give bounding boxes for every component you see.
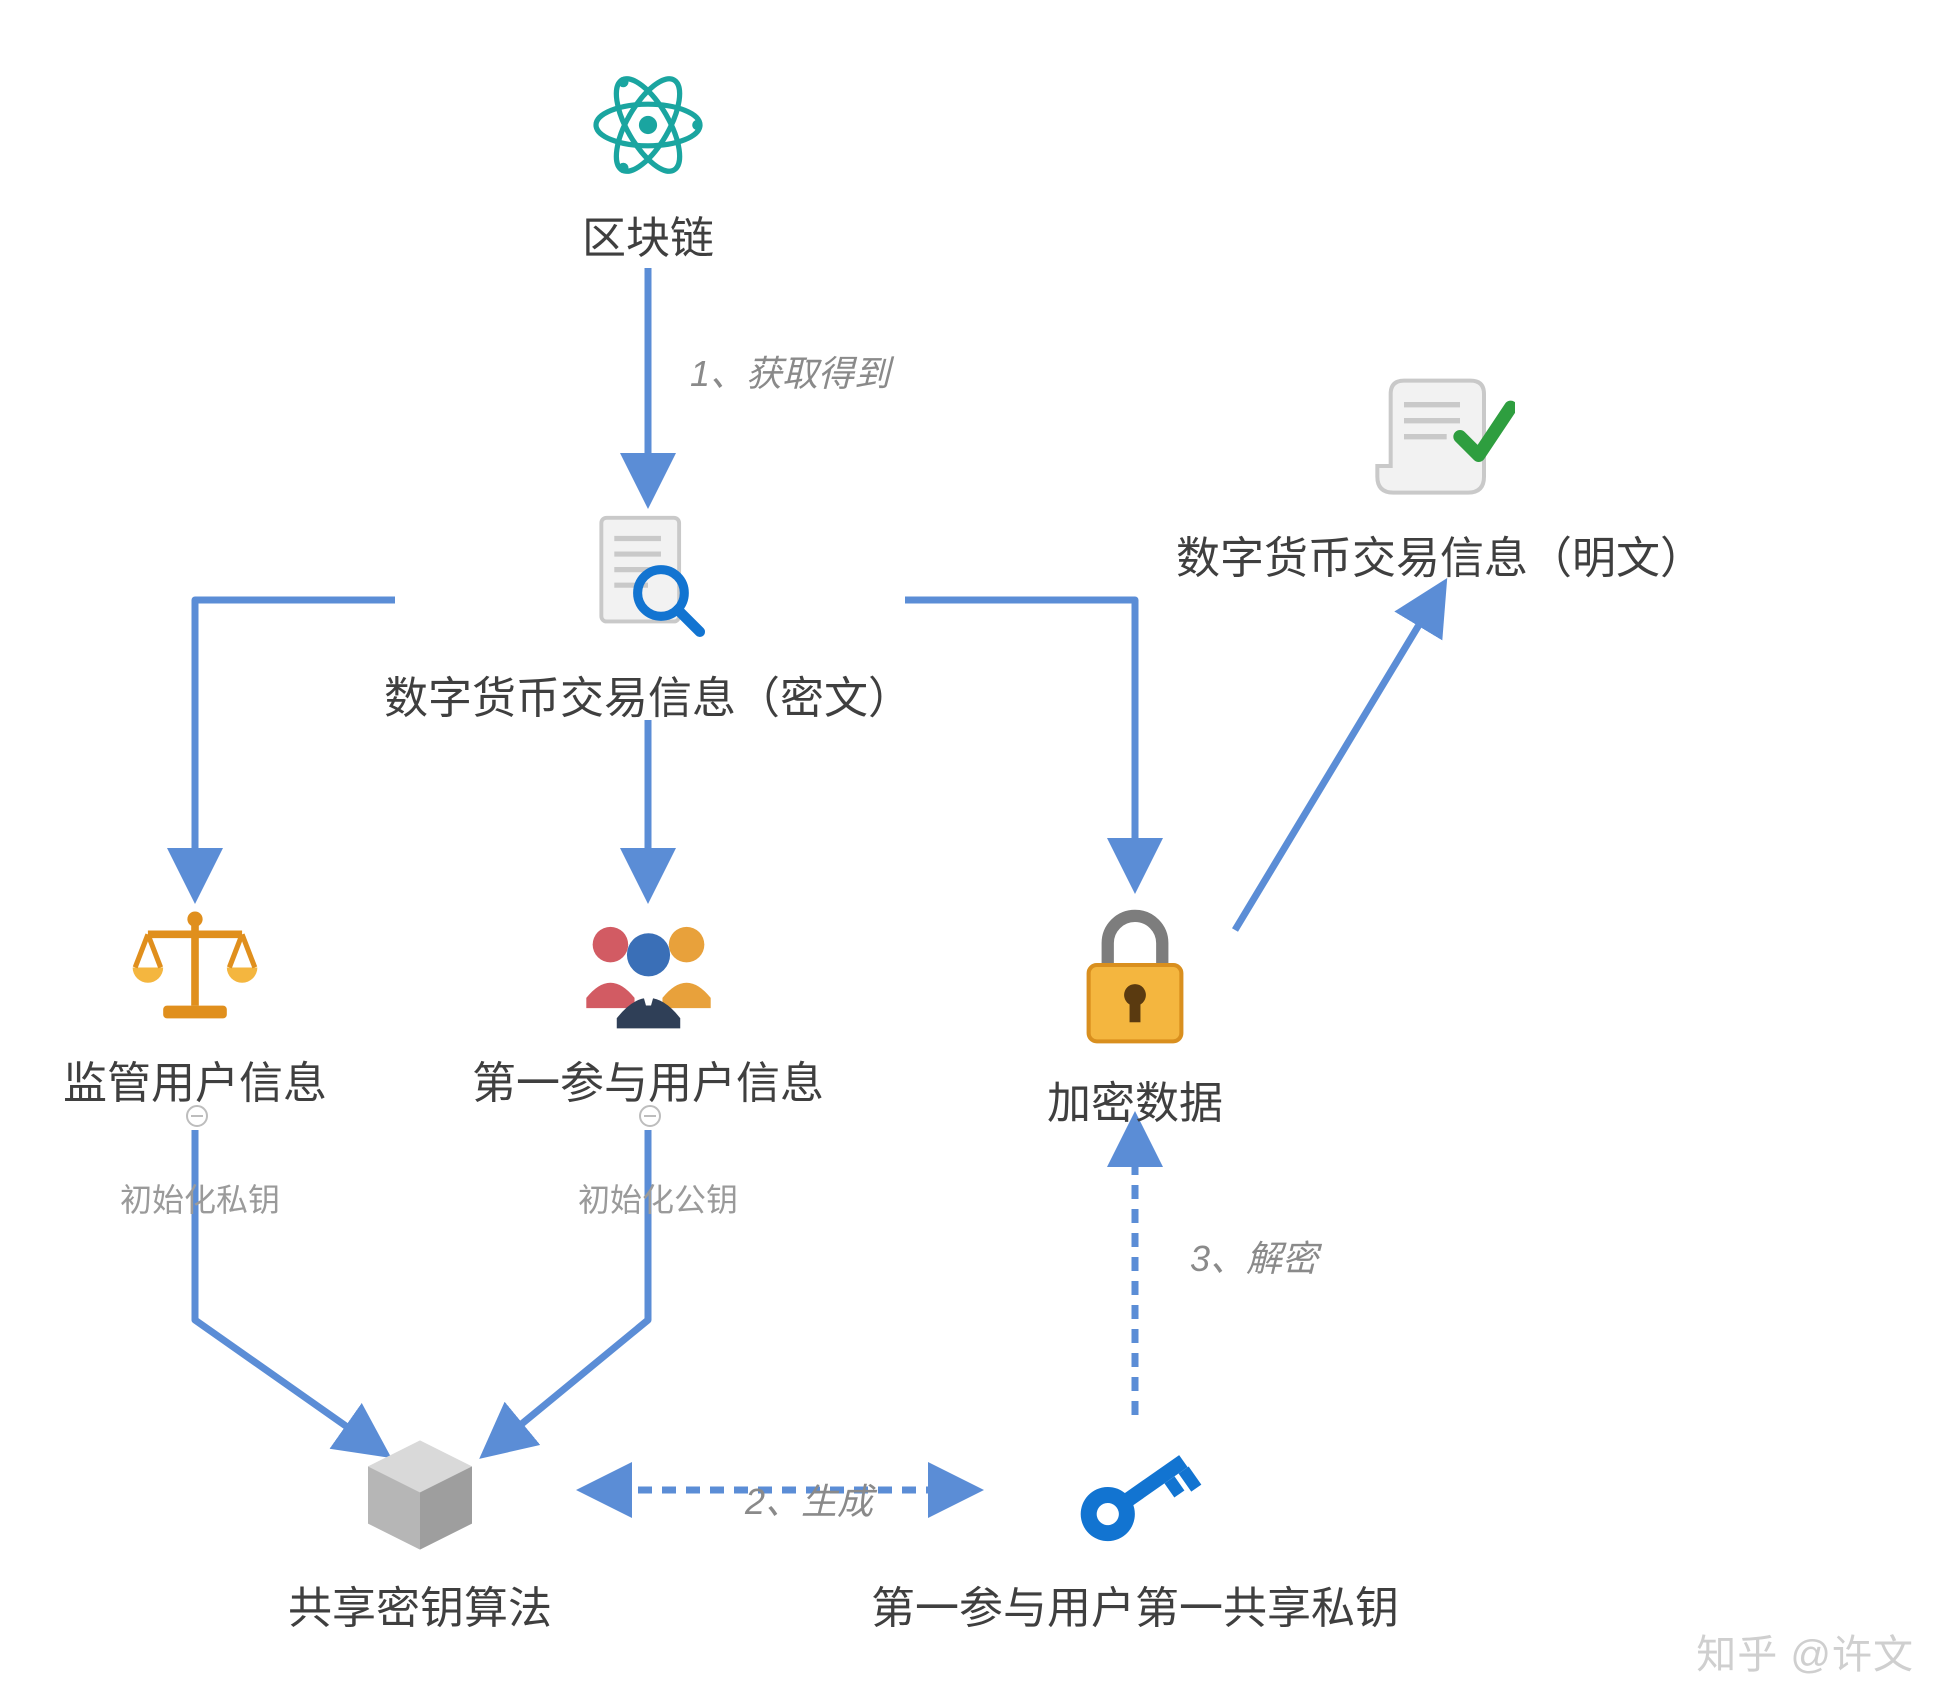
node-label: 数字货币交易信息（明文） xyxy=(1176,522,1704,586)
node-plain-tx: 数字货币交易信息（明文） xyxy=(1176,370,1704,586)
doc-check-icon xyxy=(1365,370,1515,510)
node-label: 共享密钥算法 xyxy=(288,1572,552,1636)
sub-label-public: 初始化公钥 xyxy=(578,1175,738,1221)
edge-label-1: 1、获取得到 xyxy=(690,345,890,397)
lock-icon xyxy=(1065,905,1205,1055)
edge-label-2: 2、生成 xyxy=(745,1473,873,1525)
watermark: 知乎 @许文 xyxy=(1696,1622,1914,1680)
people-icon xyxy=(566,905,731,1035)
edge-label-3: 3、解密 xyxy=(1190,1230,1318,1282)
atom-icon xyxy=(583,60,713,190)
sub-label-private: 初始化私钥 xyxy=(120,1175,280,1221)
cube-icon xyxy=(350,1430,490,1560)
edge-a2 xyxy=(195,600,395,890)
node-shared-key: 共享密钥算法 xyxy=(288,1430,552,1636)
node-participant: 第一参与用户信息 xyxy=(472,905,824,1111)
node-label: 第一参与用户第一共享私钥 xyxy=(871,1572,1399,1636)
node-label: 第一参与用户信息 xyxy=(472,1047,824,1111)
node-label: 加密数据 xyxy=(1047,1067,1223,1131)
key-icon xyxy=(1055,1430,1215,1560)
node-label: 监管用户信息 xyxy=(63,1047,327,1111)
edge-a4 xyxy=(905,600,1135,880)
node-label: 区块链 xyxy=(582,202,714,266)
marker-icon xyxy=(639,1105,661,1127)
edge-a9 xyxy=(1235,590,1440,930)
node-label: 数字货币交易信息（密文） xyxy=(384,662,912,726)
node-blockchain: 区块链 xyxy=(582,60,714,266)
node-cipher-tx: 数字货币交易信息（密文） xyxy=(384,510,912,726)
node-priv-key: 第一参与用户第一共享私钥 xyxy=(871,1430,1399,1636)
marker-icon xyxy=(186,1105,208,1127)
node-regulator: 监管用户信息 xyxy=(63,905,327,1111)
diagram-canvas: 区块链 数字货币交易信息（密文） 监管用户信息 xyxy=(0,0,1938,1694)
doc-search-icon xyxy=(583,510,713,650)
scales-icon xyxy=(125,905,265,1035)
node-enc-data: 加密数据 xyxy=(1047,905,1223,1131)
